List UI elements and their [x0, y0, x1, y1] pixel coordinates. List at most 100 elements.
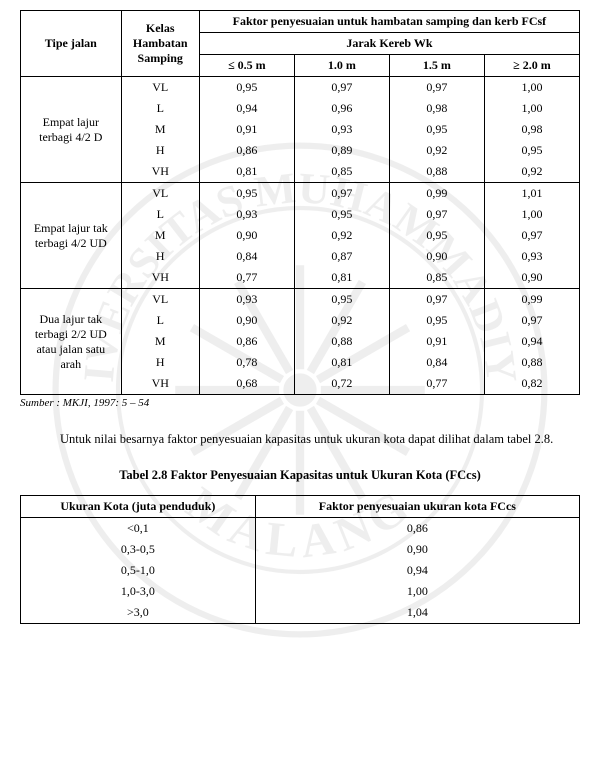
value-cell: 0,95 — [389, 119, 484, 140]
value-cell: <0,1 — [21, 518, 256, 540]
value-cell: 1,00 — [484, 98, 579, 119]
th-col-0: ≤ 0.5 m — [199, 55, 294, 77]
value-cell: 0,3-0,5 — [21, 539, 256, 560]
value-cell: 0,92 — [294, 225, 389, 246]
value-cell: 1,01 — [484, 183, 579, 205]
value-cell: 0,92 — [294, 310, 389, 331]
value-cell: 0,78 — [199, 352, 294, 373]
value-cell: 0,90 — [389, 246, 484, 267]
source-note: Sumber : MKJI, 1997: 5 – 54 — [20, 397, 580, 409]
value-cell: 0,92 — [484, 161, 579, 183]
value-cell: 0,77 — [389, 373, 484, 395]
value-cell: 0,97 — [389, 204, 484, 225]
kelas-cell: H — [121, 140, 199, 161]
th-jarak: Jarak Kereb Wk — [199, 33, 579, 55]
value-cell: 0,90 — [199, 225, 294, 246]
value-cell: 0,99 — [389, 183, 484, 205]
value-cell: 0,94 — [255, 560, 579, 581]
value-cell: 0,81 — [294, 352, 389, 373]
table2-caption: Tabel 2.8 Faktor Penyesuaian Kapasitas u… — [20, 468, 580, 483]
table-row: Empat lajur terbagi 4/2 DVL0,950,970,971… — [21, 77, 580, 99]
th-kelas: Kelas Hambatan Samping — [121, 11, 199, 77]
th-col-1: 1.0 m — [294, 55, 389, 77]
kelas-cell: VL — [121, 183, 199, 205]
value-cell: 0,86 — [199, 140, 294, 161]
kelas-cell: L — [121, 310, 199, 331]
value-cell: 0,95 — [389, 225, 484, 246]
value-cell: 0,93 — [199, 204, 294, 225]
value-cell: 1,00 — [255, 581, 579, 602]
value-cell: 0,93 — [199, 289, 294, 311]
value-cell: 0,97 — [484, 310, 579, 331]
table-row: >3,01,04 — [21, 602, 580, 624]
table-row: 0,5-1,00,94 — [21, 560, 580, 581]
value-cell: 0,88 — [389, 161, 484, 183]
value-cell: 0,99 — [484, 289, 579, 311]
kelas-cell: VH — [121, 373, 199, 395]
value-cell: 0,87 — [294, 246, 389, 267]
value-cell: 0,97 — [484, 225, 579, 246]
th-col-2: 1.5 m — [389, 55, 484, 77]
value-cell: >3,0 — [21, 602, 256, 624]
table-row: 1,0-3,01,00 — [21, 581, 580, 602]
kelas-cell: H — [121, 246, 199, 267]
value-cell: 0,95 — [294, 289, 389, 311]
value-cell: 1,04 — [255, 602, 579, 624]
value-cell: 0,93 — [294, 119, 389, 140]
value-cell: 0,86 — [255, 518, 579, 540]
value-cell: 0,93 — [484, 246, 579, 267]
group-label: Dua lajur tak terbagi 2/2 UD atau jalan … — [21, 289, 122, 395]
table-row: 0,3-0,50,90 — [21, 539, 580, 560]
kelas-cell: VL — [121, 289, 199, 311]
value-cell: 0,77 — [199, 267, 294, 289]
th-col-3: ≥ 2.0 m — [484, 55, 579, 77]
kelas-cell: VH — [121, 267, 199, 289]
kelas-cell: L — [121, 98, 199, 119]
value-cell: 0,94 — [199, 98, 294, 119]
group-label: Empat lajur terbagi 4/2 D — [21, 77, 122, 183]
kelas-cell: VL — [121, 77, 199, 99]
value-cell: 0,85 — [389, 267, 484, 289]
value-cell: 0,88 — [484, 352, 579, 373]
value-cell: 0,95 — [199, 77, 294, 99]
paragraph-intro: Untuk nilai besarnya faktor penyesuaian … — [20, 427, 580, 452]
value-cell: 0,97 — [389, 77, 484, 99]
value-cell: 0,90 — [199, 310, 294, 331]
value-cell: 0,95 — [199, 183, 294, 205]
kelas-cell: H — [121, 352, 199, 373]
value-cell: 0,84 — [199, 246, 294, 267]
t2-h0: Ukuran Kota (juta penduduk) — [21, 496, 256, 518]
value-cell: 0,85 — [294, 161, 389, 183]
value-cell: 0,94 — [484, 331, 579, 352]
value-cell: 0,92 — [389, 140, 484, 161]
value-cell: 0,98 — [484, 119, 579, 140]
th-faktor: Faktor penyesuaian untuk hambatan sampin… — [199, 11, 579, 33]
t2-h1: Faktor penyesuaian ukuran kota FCcs — [255, 496, 579, 518]
value-cell: 0,97 — [389, 289, 484, 311]
value-cell: 0,88 — [294, 331, 389, 352]
table-row: Dua lajur tak terbagi 2/2 UD atau jalan … — [21, 289, 580, 311]
value-cell: 0,91 — [389, 331, 484, 352]
kelas-cell: VH — [121, 161, 199, 183]
value-cell: 1,00 — [484, 204, 579, 225]
value-cell: 1,00 — [484, 77, 579, 99]
value-cell: 0,81 — [199, 161, 294, 183]
table-row: Empat lajur tak terbagi 4/2 UDVL0,950,97… — [21, 183, 580, 205]
value-cell: 0,86 — [199, 331, 294, 352]
value-cell: 0,68 — [199, 373, 294, 395]
value-cell: 0,91 — [199, 119, 294, 140]
value-cell: 0,89 — [294, 140, 389, 161]
table-row: <0,10,86 — [21, 518, 580, 540]
value-cell: 0,95 — [294, 204, 389, 225]
value-cell: 0,82 — [484, 373, 579, 395]
th-tipe: Tipe jalan — [21, 11, 122, 77]
value-cell: 0,97 — [294, 77, 389, 99]
kelas-cell: M — [121, 119, 199, 140]
kelas-cell: L — [121, 204, 199, 225]
value-cell: 0,98 — [389, 98, 484, 119]
value-cell: 0,72 — [294, 373, 389, 395]
table-fcsf: Tipe jalan Kelas Hambatan Samping Faktor… — [20, 10, 580, 395]
value-cell: 1,0-3,0 — [21, 581, 256, 602]
value-cell: 0,95 — [484, 140, 579, 161]
kelas-cell: M — [121, 331, 199, 352]
